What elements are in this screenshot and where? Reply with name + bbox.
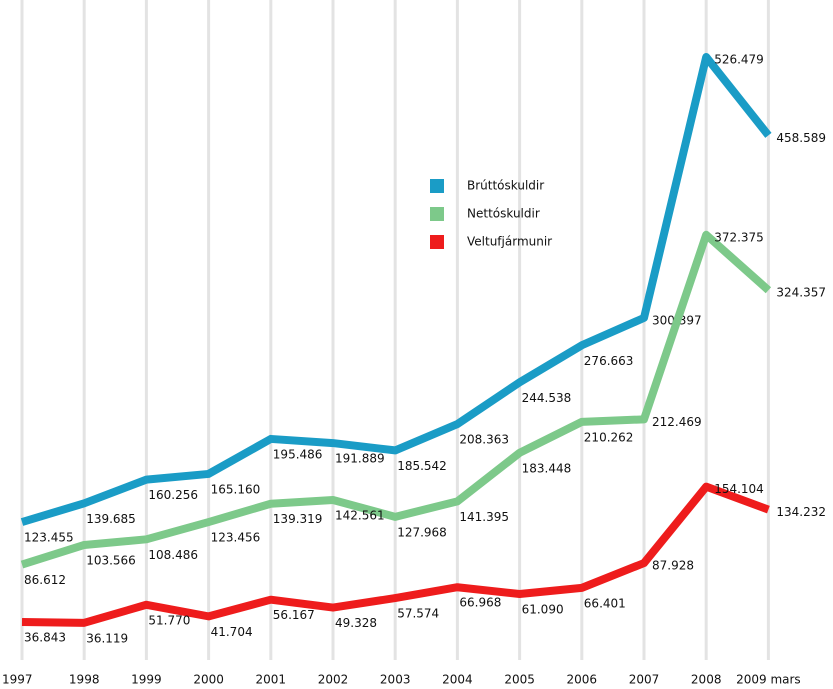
data-label: 160.256	[148, 488, 198, 502]
x-tick-label: 2009 mars	[736, 673, 801, 687]
data-label: 61.090	[522, 603, 564, 617]
legend-swatch	[430, 235, 444, 249]
x-tick-label: 2004	[442, 673, 473, 687]
data-label: 458.589	[776, 131, 826, 145]
x-tick-label: 2005	[504, 673, 535, 687]
data-label: 134.232	[776, 505, 826, 519]
data-label: 195.486	[273, 447, 323, 461]
data-label: 141.395	[459, 510, 509, 524]
data-label: 86.612	[24, 573, 66, 587]
x-tick-label: 2002	[318, 673, 349, 687]
legend-swatch	[430, 207, 444, 221]
data-label: 41.704	[211, 625, 253, 639]
data-label: 57.574	[397, 607, 439, 621]
data-label: 324.357	[776, 286, 826, 300]
data-label: 185.542	[397, 459, 447, 473]
series-line	[20, 53, 772, 526]
data-label: 123.455	[24, 531, 74, 545]
data-label: 154.104	[714, 482, 764, 496]
x-tick-label: 2003	[380, 673, 411, 687]
data-label: 49.328	[335, 616, 377, 630]
data-label: 244.538	[522, 391, 572, 405]
x-tick-label: 2006	[567, 673, 598, 687]
data-label: 210.262	[584, 430, 634, 444]
data-label: 51.770	[148, 613, 190, 627]
data-label: 66.968	[459, 596, 501, 610]
data-label: 212.469	[652, 415, 702, 429]
data-label: 56.167	[273, 608, 315, 622]
series-line	[21, 482, 770, 627]
data-label: 191.889	[335, 452, 385, 466]
data-label: 123.456	[211, 531, 261, 545]
data-label: 139.319	[273, 512, 323, 526]
legend-label: Veltufjármunir	[467, 235, 552, 249]
x-tick-label: 2007	[629, 673, 660, 687]
data-label: 526.479	[714, 53, 764, 67]
data-label: 36.119	[86, 631, 128, 645]
data-label: 36.843	[24, 630, 66, 644]
data-label: 142.561	[335, 509, 385, 523]
x-tick-label: 1997	[2, 673, 33, 687]
x-tick-label: 2008	[691, 673, 722, 687]
x-tick-label: 2001	[256, 673, 287, 687]
data-label: 372.375	[714, 230, 764, 244]
x-tick-label: 1999	[131, 673, 162, 687]
x-tick-label: 2000	[193, 673, 224, 687]
data-label: 127.968	[397, 525, 447, 539]
data-label: 108.486	[148, 548, 198, 562]
data-label: 208.363	[459, 433, 509, 447]
legend-label: Brúttóskuldir	[467, 179, 544, 193]
legend-label: Nettóskuldir	[467, 207, 540, 221]
data-label: 165.160	[211, 482, 261, 496]
data-label: 139.685	[86, 512, 136, 526]
data-label: 183.448	[522, 461, 572, 475]
data-label: 66.401	[584, 596, 626, 610]
series-line	[20, 230, 772, 569]
legend-swatch	[430, 179, 444, 193]
data-label: 276.663	[584, 354, 634, 368]
x-tick-label: 1998	[69, 673, 100, 687]
data-label: 87.928	[652, 559, 694, 573]
data-label: 103.566	[86, 553, 136, 567]
